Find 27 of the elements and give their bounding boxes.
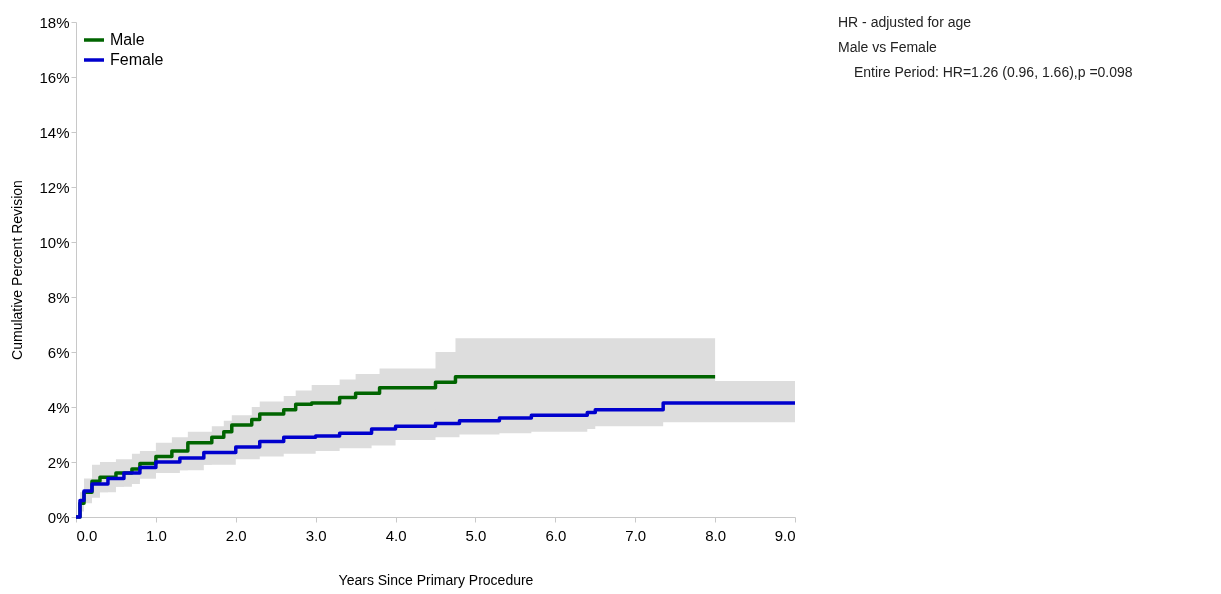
y-tick-label: 14% [39,123,70,141]
x-tick-label: 5.0 [465,526,487,544]
y-tick-label: 16% [39,68,70,86]
legend-label: Female [110,51,164,68]
x-tick-label: 2.0 [225,526,247,544]
y-tick-label: 18% [39,13,70,31]
y-tick-label: 0% [47,508,70,526]
y-tick-label: 8% [47,288,70,306]
x-axis-title: Years Since Primary Procedure [338,571,534,588]
y-tick-label: 2% [47,453,70,471]
x-tick-label: 7.0 [625,526,647,544]
x-tick-label: 3.0 [305,526,327,544]
x-tick-label: 9.0 [774,526,796,544]
x-tick-label: 6.0 [545,526,567,544]
y-tick-label: 10% [39,233,70,251]
legend-label: Male [110,31,145,48]
y-tick-label: 12% [39,178,70,196]
text: HR - adjusted for age [838,13,973,32]
x-tick-label: 8.0 [705,526,727,544]
x-tick-label: 0.0 [76,526,98,544]
y-tick-label: 6% [47,343,70,361]
x-tick-label: 4.0 [385,526,407,544]
y-tick-label: 4% [47,398,70,416]
y-axis-title: Cumulative Percent Revision [9,180,26,360]
text: Entire Period: HR=1.26 (0.96, 1.66),p =0.098 [853,63,1133,82]
x-tick-label: 1.0 [145,526,167,544]
text: Male vs Female [838,38,938,57]
